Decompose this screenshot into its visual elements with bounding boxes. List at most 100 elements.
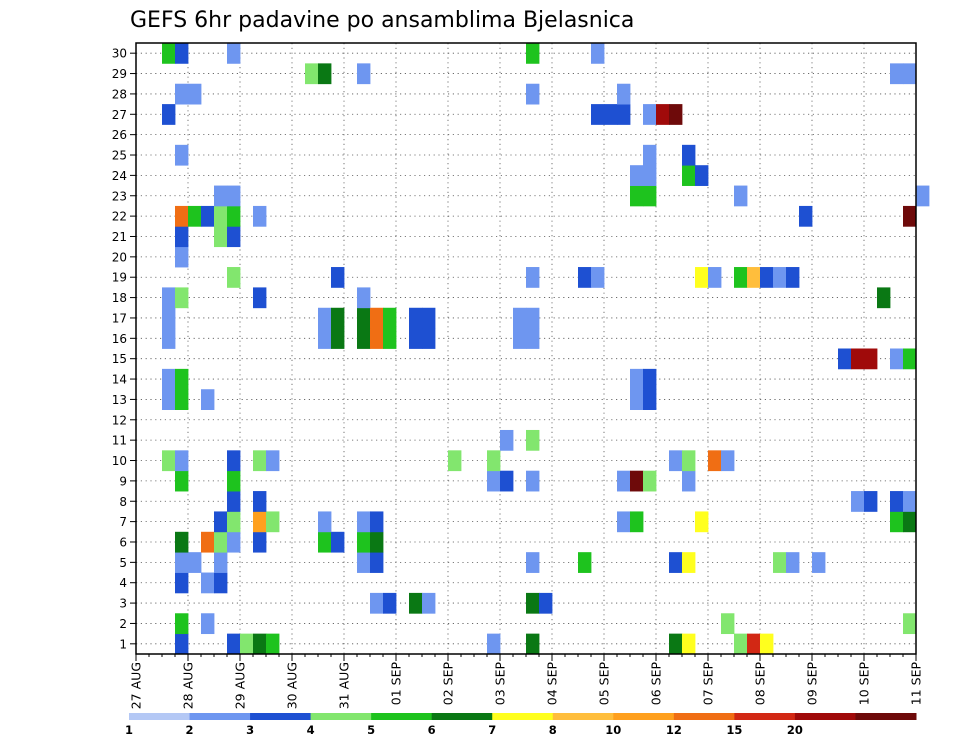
heatmap-cell <box>214 552 228 573</box>
heatmap-cell <box>175 470 189 492</box>
heatmap-cell <box>786 267 800 288</box>
heatmap-cell <box>773 267 787 288</box>
heatmap-cell <box>695 165 709 186</box>
heatmap-cell <box>162 307 176 329</box>
legend-label: 6 <box>428 723 436 737</box>
y-tick-label: 8 <box>119 495 127 509</box>
heatmap-cell <box>643 389 657 410</box>
heatmap-cell <box>864 491 878 512</box>
heatmap-cell <box>214 511 228 533</box>
heatmap-cell <box>578 267 592 288</box>
heatmap-cell <box>227 267 241 288</box>
heatmap-cell <box>890 491 904 512</box>
heatmap-cell <box>526 43 540 64</box>
heatmap-cell <box>162 368 176 390</box>
heatmap-cell <box>253 511 267 533</box>
heatmap-cell <box>656 104 670 125</box>
heatmap-cell <box>526 307 540 329</box>
heatmap-cell <box>253 205 267 227</box>
heatmap-cell <box>643 165 657 186</box>
legend-label: 20 <box>787 723 803 737</box>
heatmap-cell <box>643 470 657 492</box>
heatmap-cell <box>669 104 683 125</box>
heatmap-cell <box>305 63 319 85</box>
y-tick-label: 3 <box>119 597 127 611</box>
heatmap-cell <box>383 328 397 349</box>
heatmap-cell <box>227 205 241 227</box>
heatmap-cell <box>487 450 501 472</box>
y-tick-label: 5 <box>119 556 127 570</box>
heatmap-cell <box>721 613 735 635</box>
heatmap-cell <box>526 633 540 655</box>
heatmap-cell <box>357 328 371 349</box>
legend-swatch <box>250 713 312 720</box>
heatmap-cell <box>201 531 215 553</box>
x-tick-label: 04 SEP <box>545 662 560 706</box>
x-tick-label: 11 SEP <box>909 662 924 706</box>
heatmap-cell <box>383 307 397 329</box>
heatmap-cell <box>357 531 371 553</box>
heatmap-cell <box>682 552 696 573</box>
y-tick-label: 11 <box>112 434 127 448</box>
heatmap-cell <box>318 63 332 85</box>
heatmap-cell <box>370 328 384 349</box>
heatmap-cell <box>513 307 527 329</box>
heatmap-cell <box>188 552 202 573</box>
y-tick-label: 12 <box>112 413 127 427</box>
heatmap-cell <box>162 450 176 472</box>
heatmap-cell <box>175 613 189 635</box>
heatmap-cell <box>682 144 696 166</box>
legend-swatch <box>734 713 796 720</box>
y-tick-label: 29 <box>112 67 127 81</box>
heatmap-cell <box>721 450 735 472</box>
heatmap-cell <box>331 531 345 553</box>
heatmap-cell <box>526 470 540 492</box>
y-tick-label: 1 <box>119 637 127 651</box>
legend-label: 3 <box>246 723 254 737</box>
heatmap-cell <box>175 368 189 390</box>
legend-label: 15 <box>726 723 742 737</box>
heatmap-cell <box>370 511 384 533</box>
legend-swatch <box>492 713 554 720</box>
legend-label: 7 <box>488 723 496 737</box>
heatmap-cell <box>903 63 917 85</box>
heatmap-cell <box>175 389 189 410</box>
heatmap-cell <box>591 267 605 288</box>
heatmap-cell <box>240 633 254 655</box>
legend-swatch <box>552 713 614 720</box>
heatmap-cell <box>851 491 865 512</box>
y-tick-label: 15 <box>112 352 127 366</box>
x-tick-label: 27 AUG <box>129 662 144 709</box>
y-tick-label: 9 <box>119 474 127 488</box>
heatmap-cell <box>903 348 917 370</box>
heatmap-cell <box>526 83 540 105</box>
heatmap-cell <box>903 511 917 533</box>
y-tick-label: 28 <box>112 87 127 101</box>
y-tick-label: 22 <box>112 210 127 224</box>
legend-swatch <box>431 713 493 720</box>
heatmap-cell <box>903 205 917 227</box>
y-tick-label: 26 <box>112 128 127 142</box>
heatmap-cell <box>643 144 657 166</box>
x-tick-label: 30 AUG <box>285 662 300 709</box>
legend-swatch <box>794 713 856 720</box>
heatmap-cell <box>201 389 215 410</box>
heatmap-cell <box>500 429 514 451</box>
heatmap-cell <box>812 552 826 573</box>
heatmap-cell <box>201 205 215 227</box>
heatmap-cell <box>890 63 904 85</box>
y-tick-label: 16 <box>112 332 127 346</box>
heatmap-cell <box>253 450 267 472</box>
heatmap-cells <box>162 43 930 655</box>
heatmap-cell <box>214 572 228 594</box>
heatmap-cell <box>630 368 644 390</box>
heatmap-cell <box>682 470 696 492</box>
heatmap-cell <box>253 633 267 655</box>
heatmap-cell <box>864 348 878 370</box>
x-axis: 27 AUG 28 AUG 29 AUG 30 AUG 31 AUG 01 SEP 02 S… <box>129 654 924 709</box>
heatmap-cell <box>526 429 540 451</box>
heatmap-cell <box>175 552 189 573</box>
heatmap-cell <box>383 592 397 614</box>
legend-label: 5 <box>367 723 375 737</box>
